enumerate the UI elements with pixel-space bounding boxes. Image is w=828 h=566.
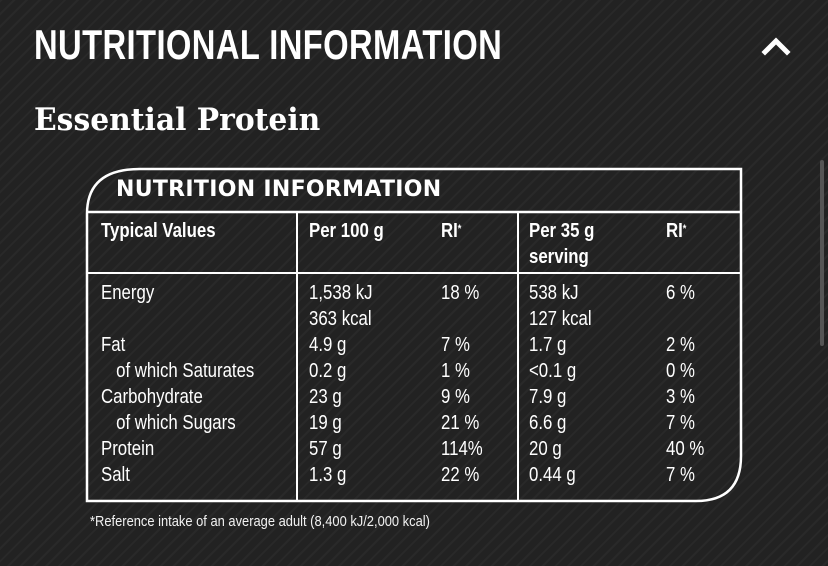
- chevron-up-icon: [761, 37, 791, 56]
- table-cell-per-serving: 1.7 g: [529, 334, 567, 356]
- table-cell-per-serving: 0.44 g: [529, 464, 576, 486]
- table-cell-ri-100g: 21 %: [441, 412, 480, 434]
- table-row-name: Energy: [101, 282, 155, 304]
- header-typical-values: Typical Values: [101, 220, 216, 242]
- table-cell-per-100g: 23 g: [309, 386, 342, 408]
- header-ri-100g: RI*: [441, 220, 462, 242]
- table-row-name: of which Sugars: [116, 412, 236, 434]
- table-cell-ri-100g: 22 %: [441, 464, 480, 486]
- table-cell-ri-100g: 114%: [441, 438, 483, 460]
- table-cell-ri-100g: 7 %: [441, 334, 470, 356]
- label-heading: NUTRITION INFORMATION: [116, 177, 442, 202]
- table-row-name: Fat: [101, 334, 126, 356]
- table-cell-per-100g: 19 g: [309, 412, 342, 434]
- scrollbar[interactable]: [820, 160, 824, 346]
- table-cell-ri-serving: 6 %: [666, 282, 695, 304]
- column-per-serving: 538 kJ 127 kcal 1.7 g <0.1 g 7.9 g 6.6 g…: [529, 280, 592, 488]
- table-cell-ri-serving: 3 %: [666, 386, 695, 408]
- header-per-serving: Per 35 g serving: [529, 220, 595, 268]
- table-row-name: of which Saturates: [116, 360, 255, 382]
- header-per-100g: Per 100 g: [309, 220, 384, 242]
- table-cell-per-serving: 538 kJ: [529, 282, 579, 304]
- table-cell-ri-100g: 1 %: [441, 360, 470, 382]
- table-cell-ri-serving: 40 %: [666, 438, 705, 460]
- table-cell-ri-serving: 2 %: [666, 334, 695, 356]
- column-nutrient-names: Energy Fat of which Saturates Carbohydra…: [101, 280, 254, 488]
- column-ri-100g: 18 % 7 % 1 % 9 % 21 % 114% 22 %: [441, 280, 483, 488]
- table-cell-per-100g: 1,538 kJ: [309, 282, 373, 304]
- section-title: NUTRITIONAL INFORMATION: [34, 21, 503, 68]
- table-cell-per-serving: <0.1 g: [529, 360, 577, 382]
- table-cell-ri-100g: [441, 306, 483, 332]
- table-cell-per-serving: 127 kcal: [529, 308, 592, 330]
- table-cell-ri-serving: [666, 306, 704, 332]
- table-cell-per-serving: 7.9 g: [529, 386, 567, 408]
- table-row-name: Carbohydrate: [101, 386, 203, 408]
- product-title: Essential Protein: [34, 102, 321, 138]
- column-ri-serving: 6 % 2 % 0 % 3 % 7 % 40 % 7 %: [666, 280, 704, 488]
- table-cell-ri-serving: 7 %: [666, 412, 695, 434]
- reference-intake-footnote: *Reference intake of an average adult (8…: [90, 513, 430, 530]
- table-cell-per-100g: 363 kcal: [309, 308, 372, 330]
- table-cell-per-100g: 4.9 g: [309, 334, 347, 356]
- table-row-name: Salt: [101, 464, 130, 486]
- table-cell-ri-serving: 7 %: [666, 464, 695, 486]
- table-cell-per-100g: 57 g: [309, 438, 342, 460]
- table-cell-per-serving: 20 g: [529, 438, 562, 460]
- table-cell-per-100g: 1.3 g: [309, 464, 347, 486]
- table-cell-ri-100g: 18 %: [441, 282, 480, 304]
- table-cell-per-100g: 0.2 g: [309, 360, 347, 382]
- table-cell-ri-100g: 9 %: [441, 386, 470, 408]
- collapse-button[interactable]: [752, 26, 800, 66]
- table-cell-ri-serving: 0 %: [666, 360, 695, 382]
- table-row-name: [101, 306, 254, 332]
- column-per-100g: 1,538 kJ 363 kcal 4.9 g 0.2 g 23 g 19 g …: [309, 280, 373, 488]
- header-ri-serving: RI*: [666, 220, 687, 242]
- table-cell-per-serving: 6.6 g: [529, 412, 567, 434]
- table-row-name: Protein: [101, 438, 155, 460]
